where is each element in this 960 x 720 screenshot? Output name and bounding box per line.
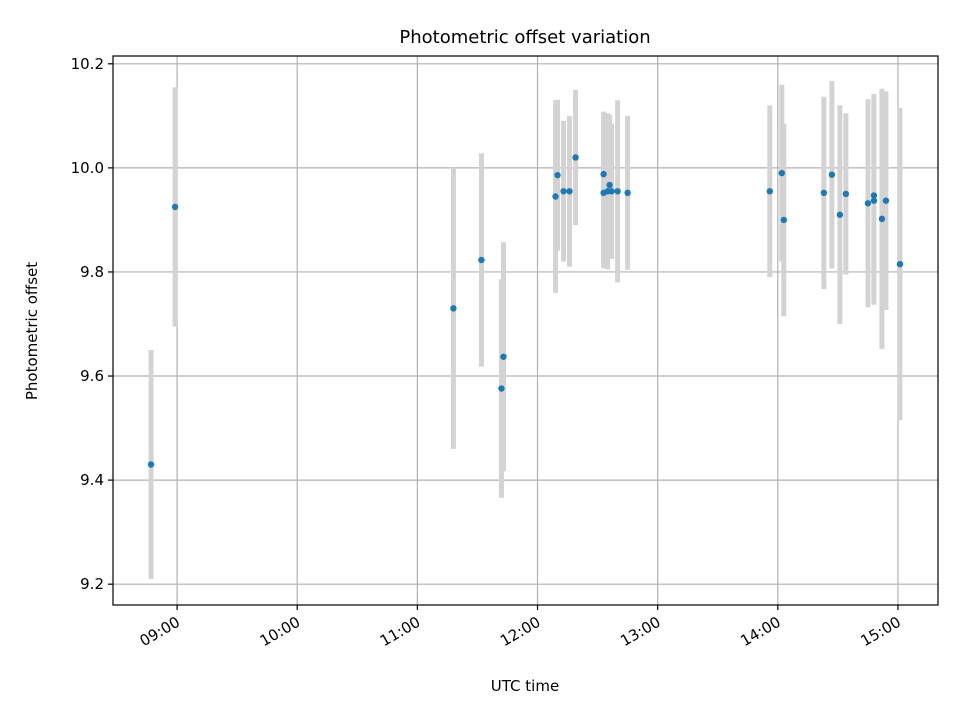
data-point [624,189,631,197]
data-point [572,154,579,161]
data-point [171,203,179,211]
plot-area-frame [112,55,939,606]
data-point [478,256,485,264]
data-point [820,189,828,197]
data-point [870,192,878,199]
data-point [450,305,457,312]
data-point [864,200,872,207]
data-point [842,190,850,198]
grid-lines [113,56,938,605]
y-tick-label: 9.8 [80,263,104,281]
data-point [554,171,561,179]
y-axis: 9.2 9.4 9.6 9.8 10.0 10.2 [71,55,113,593]
y-axis-label: Photometric offset [23,262,41,400]
y-tick-label: 10.2 [71,55,104,73]
y-tick-label: 9.6 [80,367,104,385]
y-tick-label: 9.4 [80,471,104,489]
data-point [882,197,890,204]
data-point [147,461,155,468]
data-point [778,169,786,177]
data-point [896,260,904,268]
x-axis-label: UTC time [491,677,559,695]
data-point [498,385,505,392]
data-point [560,188,567,195]
data-points [147,154,904,468]
data-point [828,171,836,178]
y-tick-label: 10.0 [71,159,104,177]
data-point [614,188,621,195]
data-point [836,211,844,218]
data-point [766,188,773,195]
data-point [566,188,573,195]
data-point [500,353,507,360]
data-point [606,181,613,189]
data-point [552,193,559,200]
data-point [878,215,886,223]
data-point [780,216,788,224]
data-point [600,170,607,178]
data-point [608,188,615,195]
data-point [870,197,878,204]
chart-title: Photometric offset variation [399,27,650,48]
y-tick-label: 9.2 [80,575,104,593]
